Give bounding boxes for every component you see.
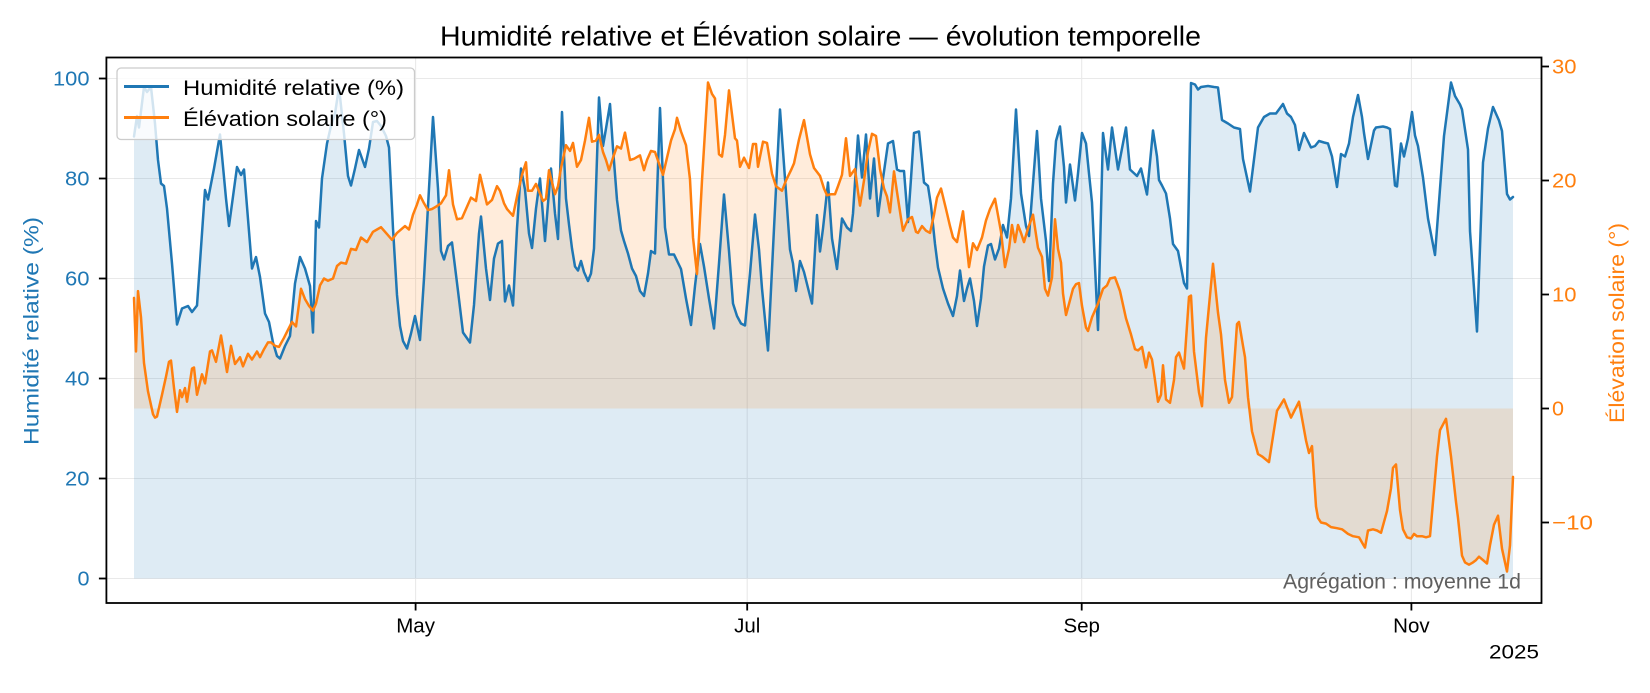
svg-text:Humidité relative et Élévation: Humidité relative et Élévation solaire —… [440,21,1201,52]
svg-text:Sep: Sep [1063,615,1099,638]
svg-text:30: 30 [1552,56,1577,79]
svg-text:40: 40 [65,368,90,391]
svg-text:Nov: Nov [1393,615,1430,638]
svg-text:20: 20 [1552,170,1577,193]
svg-text:10: 10 [1552,284,1577,307]
svg-text:2025: 2025 [1489,642,1539,664]
svg-text:100: 100 [53,68,90,91]
svg-text:May: May [396,615,435,638]
svg-text:Élévation solaire (°): Élévation solaire (°) [183,108,387,131]
svg-text:Jul: Jul [734,615,760,638]
svg-text:20: 20 [65,468,90,491]
svg-text:−10: −10 [1552,512,1593,535]
svg-text:80: 80 [65,168,90,191]
svg-text:Agrégation : moyenne 1d: Agrégation : moyenne 1d [1283,571,1521,594]
svg-text:Humidité relative (%): Humidité relative (%) [20,217,44,445]
svg-text:0: 0 [1552,398,1564,421]
svg-text:Humidité relative (%): Humidité relative (%) [183,77,404,100]
svg-text:0: 0 [78,568,90,591]
svg-text:Élévation solaire (°): Élévation solaire (°) [1606,223,1629,423]
svg-text:60: 60 [65,268,90,291]
